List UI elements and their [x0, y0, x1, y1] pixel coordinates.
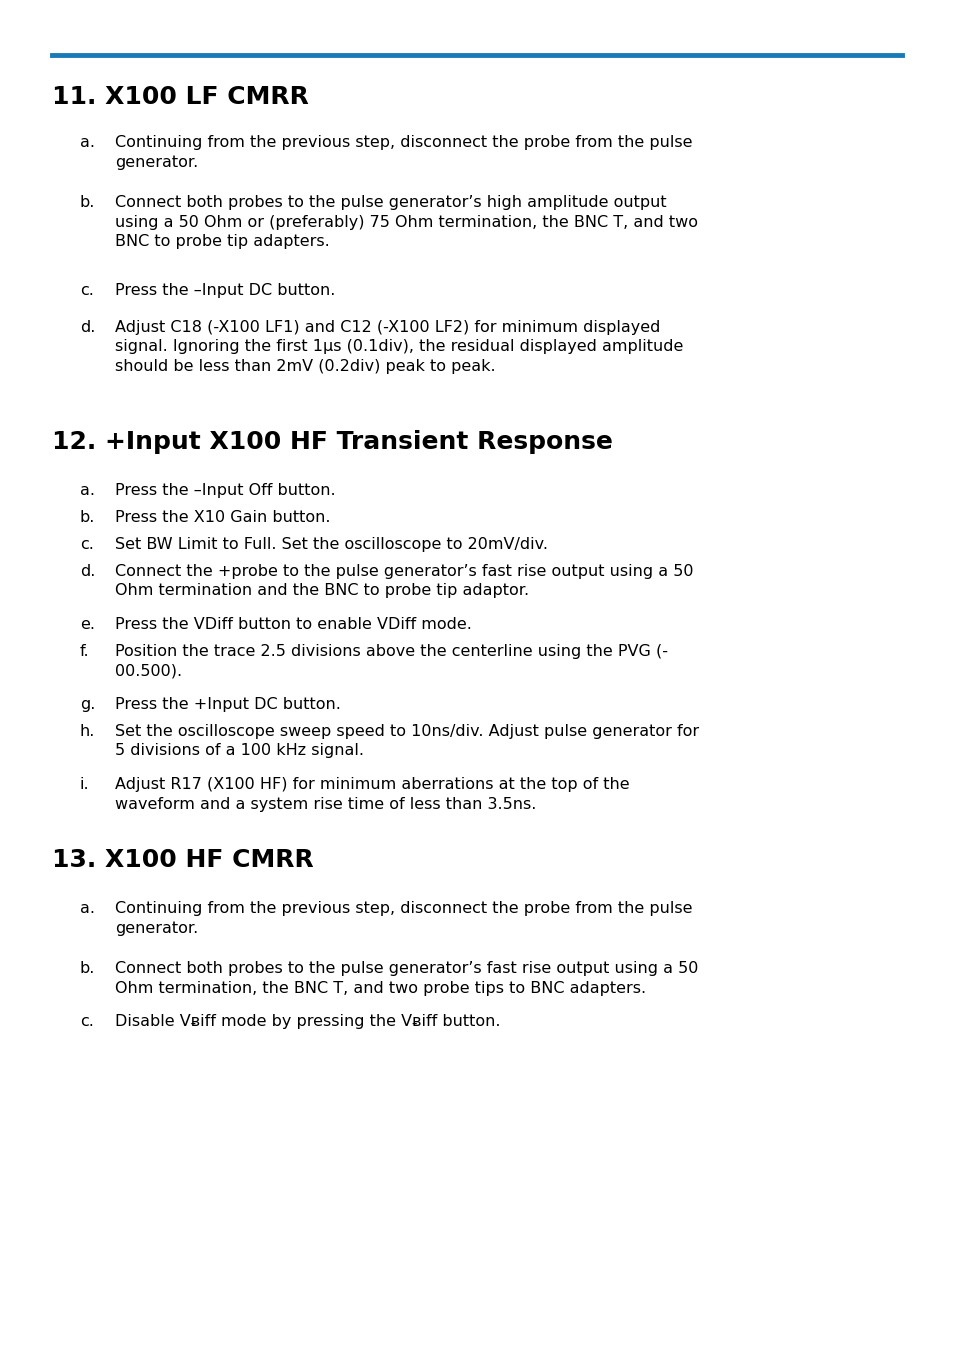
Text: generator.: generator. — [115, 921, 198, 936]
Text: Set BW Limit to Full. Set the oscilloscope to 20mV/div.: Set BW Limit to Full. Set the oscillosco… — [115, 538, 547, 552]
Text: Connect the +probe to the pulse generator’s fast rise output using a 50: Connect the +probe to the pulse generato… — [115, 565, 693, 580]
Text: Press the VDiff button to enable VDiff mode.: Press the VDiff button to enable VDiff m… — [115, 617, 472, 632]
Text: a.: a. — [80, 900, 95, 917]
Text: c.: c. — [80, 283, 93, 298]
Text: e.: e. — [80, 617, 95, 632]
Text: Press the X10 Gain button.: Press the X10 Gain button. — [115, 510, 330, 525]
Text: Position the trace 2.5 divisions above the centerline using the PVG (-: Position the trace 2.5 divisions above t… — [115, 645, 667, 659]
Text: 00.500).: 00.500). — [115, 663, 182, 678]
Text: signal. Ignoring the first 1μs (0.1div), the residual displayed amplitude: signal. Ignoring the first 1μs (0.1div),… — [115, 340, 682, 355]
Text: should be less than 2mV (0.2div) peak to peak.: should be less than 2mV (0.2div) peak to… — [115, 359, 496, 374]
Text: using a 50 Ohm or (preferably) 75 Ohm termination, the BNC T, and two: using a 50 Ohm or (preferably) 75 Ohm te… — [115, 214, 698, 229]
Text: 12. +Input X100 HF Transient Response: 12. +Input X100 HF Transient Response — [52, 431, 612, 454]
Text: BNC to probe tip adapters.: BNC to probe tip adapters. — [115, 234, 330, 249]
Text: g.: g. — [80, 697, 95, 712]
Text: Adjust C18 (-X100 LF1) and C12 (-X100 LF2) for minimum displayed: Adjust C18 (-X100 LF1) and C12 (-X100 LF… — [115, 320, 659, 334]
Text: Set the oscilloscope sweep speed to 10ns/div. Adjust pulse generator for: Set the oscilloscope sweep speed to 10ns… — [115, 724, 699, 739]
Text: 13. X100 HF CMRR: 13. X100 HF CMRR — [52, 848, 314, 872]
Text: b.: b. — [80, 961, 95, 976]
Text: a.: a. — [80, 135, 95, 150]
Text: Ohm termination, the BNC T, and two probe tips to BNC adapters.: Ohm termination, the BNC T, and two prob… — [115, 980, 645, 995]
Text: b.: b. — [80, 510, 95, 525]
Text: Connect both probes to the pulse generator’s high amplitude output: Connect both probes to the pulse generat… — [115, 195, 666, 210]
Text: c.: c. — [80, 1014, 93, 1029]
Text: Press the –Input Off button.: Press the –Input Off button. — [115, 483, 335, 498]
Text: Disable Vᴃiff mode by pressing the Vᴃiff button.: Disable Vᴃiff mode by pressing the Vᴃiff… — [115, 1014, 500, 1029]
Text: Ohm termination and the BNC to probe tip adaptor.: Ohm termination and the BNC to probe tip… — [115, 584, 529, 598]
Text: Adjust R17 (X100 HF) for minimum aberrations at the top of the: Adjust R17 (X100 HF) for minimum aberrat… — [115, 777, 629, 792]
Text: waveform and a system rise time of less than 3.5ns.: waveform and a system rise time of less … — [115, 796, 536, 811]
Text: generator.: generator. — [115, 154, 198, 169]
Text: Connect both probes to the pulse generator’s fast rise output using a 50: Connect both probes to the pulse generat… — [115, 961, 698, 976]
Text: Press the +Input DC button.: Press the +Input DC button. — [115, 697, 340, 712]
Text: Continuing from the previous step, disconnect the probe from the pulse: Continuing from the previous step, disco… — [115, 135, 692, 150]
Text: h.: h. — [80, 724, 95, 739]
Text: Press the –Input DC button.: Press the –Input DC button. — [115, 283, 335, 298]
Text: a.: a. — [80, 483, 95, 498]
Text: i.: i. — [80, 777, 90, 792]
Text: Continuing from the previous step, disconnect the probe from the pulse: Continuing from the previous step, disco… — [115, 900, 692, 917]
Text: d.: d. — [80, 320, 95, 334]
Text: b.: b. — [80, 195, 95, 210]
Text: 11. X100 LF CMRR: 11. X100 LF CMRR — [52, 85, 309, 110]
Text: 5 divisions of a 100 kHz signal.: 5 divisions of a 100 kHz signal. — [115, 743, 364, 758]
Text: d.: d. — [80, 565, 95, 580]
Text: f.: f. — [80, 645, 90, 659]
Text: c.: c. — [80, 538, 93, 552]
